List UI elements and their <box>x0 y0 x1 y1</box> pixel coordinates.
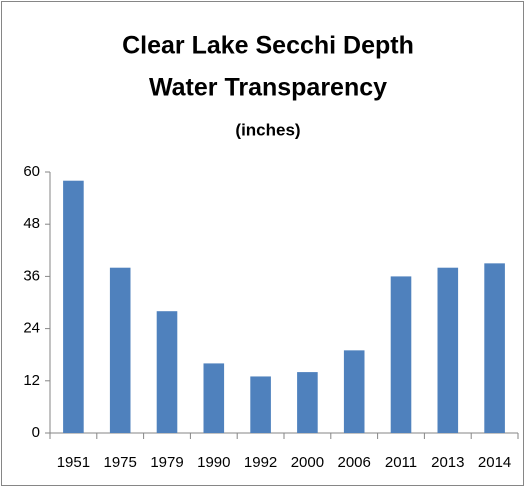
bar <box>63 180 84 433</box>
x-tick-label: 1990 <box>197 454 230 471</box>
bar <box>343 350 365 433</box>
bar <box>484 263 505 433</box>
x-tick-label: 2013 <box>431 454 464 471</box>
bar <box>297 372 318 433</box>
x-tick-label: 1951 <box>57 454 90 471</box>
y-tick-label: 12 <box>23 372 40 389</box>
y-tick-label: 60 <box>23 163 40 180</box>
y-tick-label: 0 <box>32 424 40 441</box>
bar <box>203 363 225 433</box>
bar <box>156 311 178 433</box>
bar <box>390 276 412 433</box>
x-tick-label: 1979 <box>150 454 183 471</box>
x-tick-label: 2011 <box>385 454 417 471</box>
chart-title: Clear Lake Secchi Depth <box>122 32 414 60</box>
y-tick-label: 36 <box>23 267 40 284</box>
x-tick-label: 1975 <box>104 454 137 471</box>
bar <box>109 267 131 433</box>
x-tick-label: 1992 <box>244 454 277 471</box>
y-tick-label: 48 <box>23 215 40 232</box>
x-tick-label: 2000 <box>291 454 324 471</box>
bar <box>437 267 459 433</box>
chart-subtitle: Water Transparency <box>149 74 387 102</box>
unit-label: (inches) <box>235 120 300 139</box>
bar <box>250 376 271 433</box>
y-tick-label: 24 <box>23 320 40 337</box>
x-tick-label: 2014 <box>478 454 511 471</box>
x-tick-label: 2006 <box>338 454 371 471</box>
